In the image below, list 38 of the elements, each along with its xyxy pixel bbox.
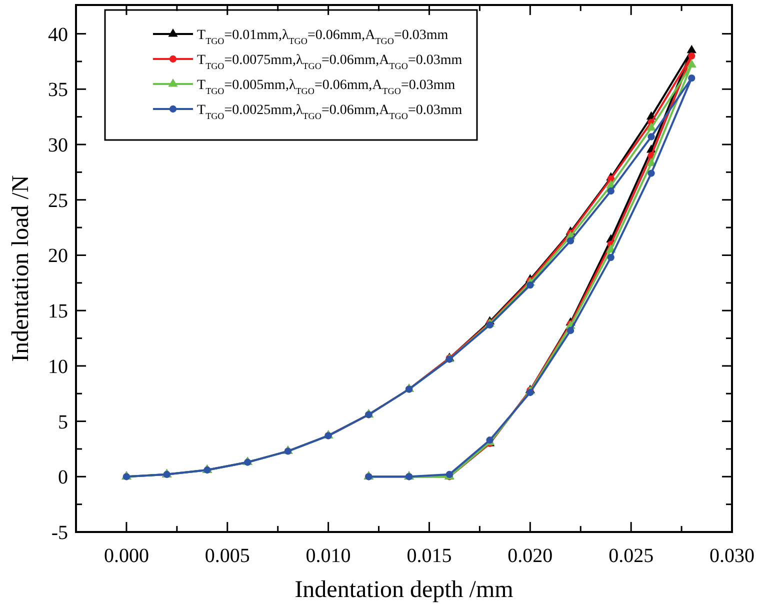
legend-label: T$_{TGO}$=0.005mm,λ$_{TGO}$=0.06mm,A$_{TGO}$=0.03mm: [197, 78, 456, 96]
point: [646, 122, 656, 131]
point: [486, 321, 494, 329]
point: [607, 254, 614, 261]
y-axis-title: Indentation load /N: [8, 175, 34, 362]
y-tick-label: 25: [48, 190, 68, 212]
point: [648, 133, 655, 140]
y-tick-label: 20: [48, 245, 68, 268]
x-tick-label: 0.025: [608, 545, 654, 567]
y-tick-label: 15: [48, 300, 68, 323]
legend-label: T$_{TGO}$=0.0025mm,λ$_{TGO}$=0.06mm,A$_{TGO}$=0.03mm: [197, 103, 462, 121]
x-tick-label: 0.030: [710, 545, 754, 567]
y-tick-label: 30: [48, 134, 68, 156]
point: [688, 52, 696, 60]
point: [566, 326, 574, 334]
x-tick-label: 0.015: [406, 545, 452, 567]
x-tick-label: 0.020: [508, 545, 553, 567]
x-tick-label: 0.010: [306, 545, 351, 567]
point: [566, 237, 574, 244]
y-tick-label: 0: [58, 466, 68, 489]
y-tick-label: 10: [48, 356, 68, 378]
point: [688, 74, 696, 82]
x-tick-label: 0.000: [104, 545, 149, 567]
point: [686, 44, 696, 54]
y-tick-label: 35: [48, 79, 68, 102]
point: [607, 187, 614, 195]
x-tick-label: 0.005: [204, 545, 250, 567]
legend-label: T$_{TGO}$=0.0075mm,λ$_{TGO}$=0.06mm,A$_{TGO}$=0.03mm: [197, 53, 462, 71]
point: [686, 59, 696, 68]
y-tick-label: 5: [58, 411, 68, 434]
point: [648, 170, 655, 177]
legend-label: T$_{TGO}$=0.01mm,λ$_{TGO}$=0.06mm,A$_{TGO}$=0.03mm: [197, 28, 448, 46]
point: [526, 282, 534, 289]
y-tick-label: -5: [51, 522, 68, 544]
point: [646, 158, 656, 166]
x-axis-title: Indentation depth /mm: [294, 577, 514, 603]
y-tick-label: 40: [48, 24, 68, 46]
point: [526, 388, 534, 396]
